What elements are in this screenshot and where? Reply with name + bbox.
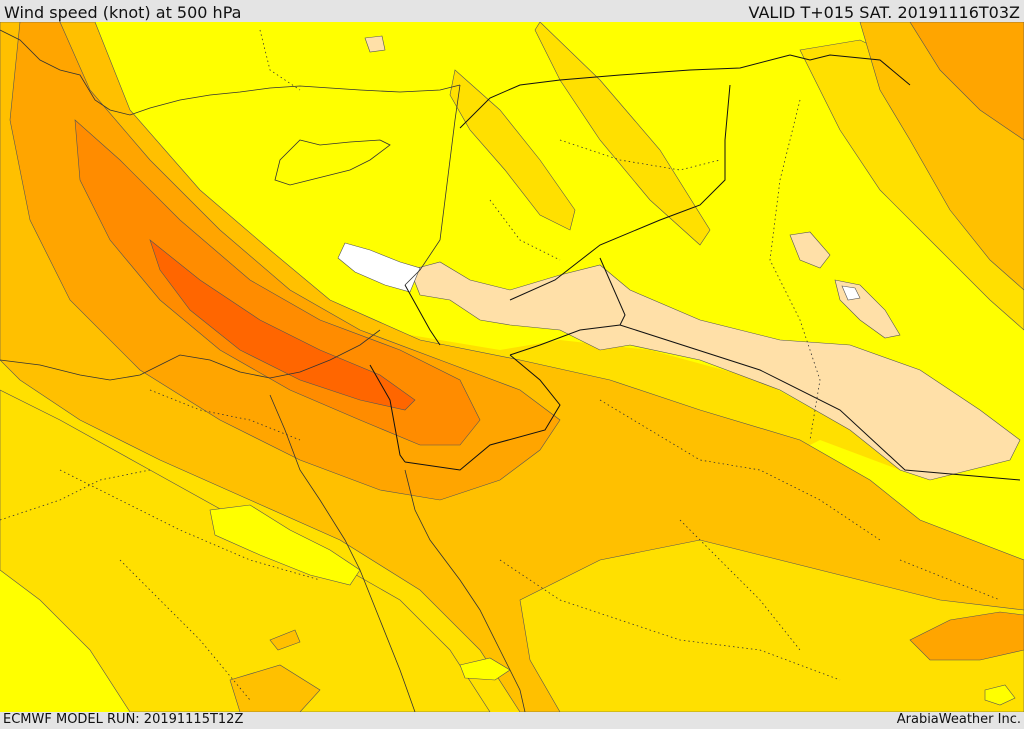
- coastlines: [0, 29, 526, 712]
- field-white-small: [841, 285, 861, 301]
- wind-speed-map[interactable]: [0, 22, 1024, 712]
- field-darkorange-core: [74, 119, 481, 446]
- field-amber-pocket-1: [269, 629, 301, 651]
- field-redorange-core: [149, 239, 416, 411]
- header-bar: Wind speed (knot) at 500 hPa VALID T+015…: [0, 0, 1024, 22]
- field-pale-patch-3: [364, 35, 386, 53]
- field-yellow-southwest: [0, 570, 130, 712]
- credit: ArabiaWeather Inc.: [896, 712, 1021, 727]
- field-gold-tongue-1: [449, 69, 576, 231]
- field-yellow-pocket-1: [209, 504, 361, 586]
- field-white-nodata: [337, 242, 421, 293]
- valid-time: VALID T+015 SAT. 20191116T03Z: [748, 3, 1020, 22]
- field-gold-south-east: [519, 539, 1024, 712]
- footer-bar: ECMWF MODEL RUN: 20191115T12Z ArabiaWeat…: [0, 712, 1024, 729]
- map-canvas: [0, 22, 1024, 712]
- field-amber-blob-south: [229, 664, 321, 712]
- field-orange-east: [909, 22, 1024, 141]
- model-run: ECMWF MODEL RUN: 20191115T12Z: [3, 712, 244, 727]
- country-borders: [369, 54, 1021, 481]
- map-title: Wind speed (knot) at 500 hPa: [4, 3, 242, 22]
- field-pale-lowwind: [409, 261, 1021, 481]
- internal-boundaries: [0, 29, 1001, 701]
- field-pale-patch-1: [789, 231, 831, 269]
- field-gold-tongue-2: [534, 22, 711, 246]
- field-yellow-pocket-3: [984, 684, 1016, 706]
- field-orange-southeast: [909, 611, 1024, 661]
- field-yellow-pocket-2: [459, 657, 511, 681]
- field-amber-jet: [0, 22, 1024, 712]
